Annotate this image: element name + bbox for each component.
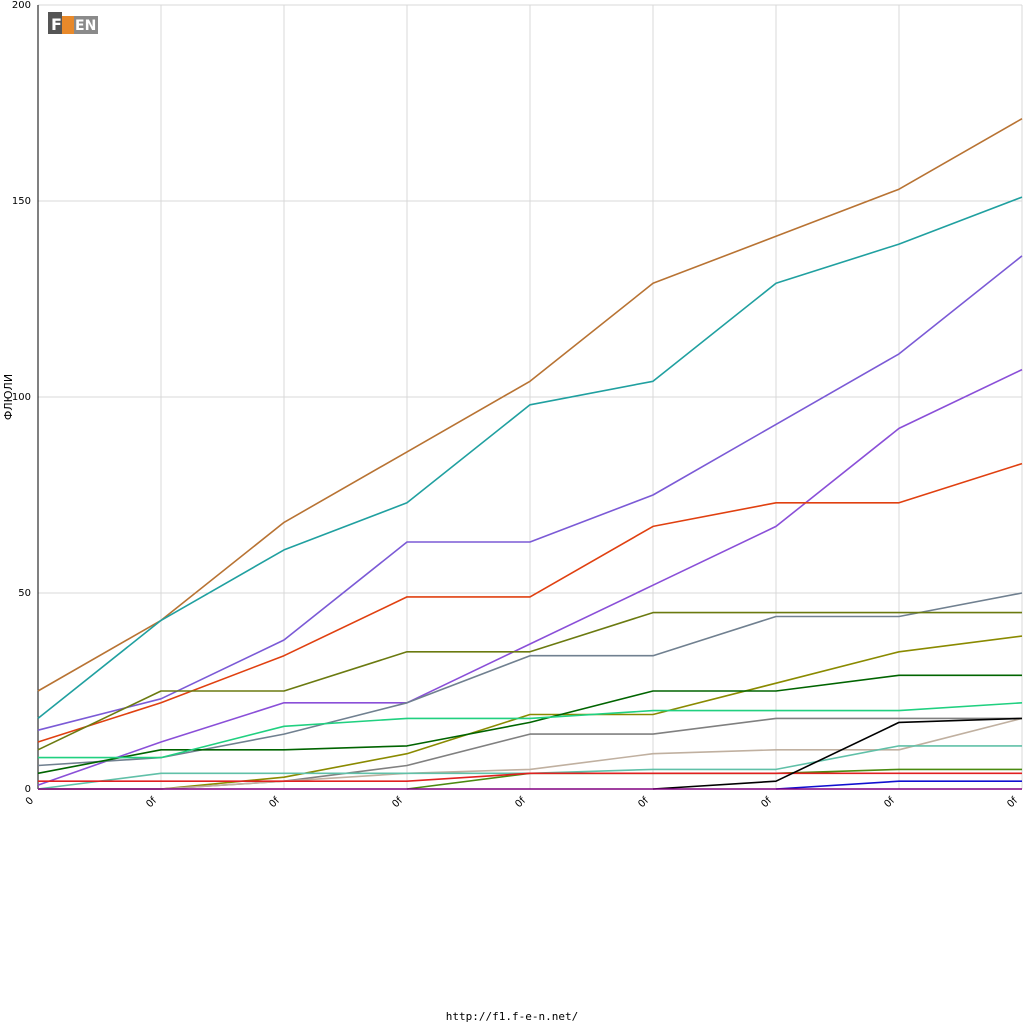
y-tick-label: 100 bbox=[12, 392, 31, 403]
x-tick-label: 0f bbox=[144, 795, 159, 810]
series-line-3 bbox=[37, 255, 1023, 731]
x-tick-label: 0f bbox=[513, 795, 528, 810]
x-tick-label: 0f bbox=[636, 795, 651, 810]
x-tick-label: 0f bbox=[267, 795, 282, 810]
svg-text:EN: EN bbox=[75, 18, 96, 34]
y-axis-label: ФЛЮЛИ bbox=[2, 374, 15, 420]
series-line-17 bbox=[775, 780, 1022, 790]
svg-text:F: F bbox=[51, 15, 62, 34]
x-tick-label: 0f bbox=[759, 795, 774, 810]
series-line-16 bbox=[652, 717, 1023, 790]
series-line-9 bbox=[37, 674, 1022, 775]
series-line-1 bbox=[37, 118, 1023, 692]
x-tick-label: 0f bbox=[882, 795, 897, 810]
x-tick-label: 0f bbox=[390, 795, 405, 810]
series-line-5 bbox=[37, 462, 1023, 743]
y-tick-label: 200 bbox=[12, 0, 31, 11]
y-tick-label: 150 bbox=[12, 196, 31, 207]
x-tick-label: 0f bbox=[1005, 795, 1020, 810]
y-tick-label: 50 bbox=[18, 588, 31, 599]
f1-logo: F EN bbox=[48, 10, 100, 36]
series-line-14 bbox=[406, 768, 1022, 790]
series-line-7 bbox=[37, 611, 1022, 751]
y-tick-label: 0 bbox=[25, 784, 31, 795]
footer-url[interactable]: http://f1.f-e-n.net/ bbox=[445, 1010, 579, 1023]
series-line-8 bbox=[38, 635, 1023, 790]
x-tick-label: 0 bbox=[24, 795, 36, 807]
series-line-12 bbox=[38, 717, 1023, 790]
series-line-4 bbox=[37, 368, 1023, 786]
series-line-10 bbox=[38, 702, 1023, 759]
series-line-15 bbox=[38, 772, 1022, 782]
series-line-2 bbox=[37, 196, 1023, 720]
